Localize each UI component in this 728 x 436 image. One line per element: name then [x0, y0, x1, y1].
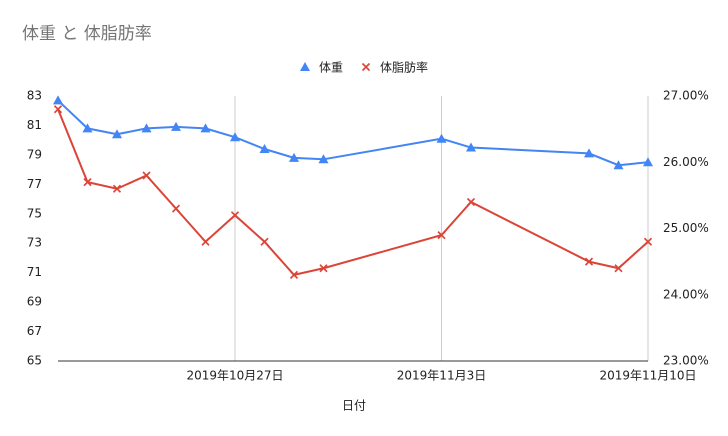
- point: [53, 95, 63, 105]
- y-tick-label: 79: [27, 147, 42, 161]
- y-tick-label: 75: [27, 206, 42, 220]
- point: [289, 152, 299, 162]
- point: [613, 160, 624, 170]
- y-tick-label: 69: [27, 295, 42, 309]
- point: [171, 204, 181, 213]
- point: [141, 123, 152, 133]
- x-tick-label: 2019年10月27日: [186, 369, 283, 383]
- point: [436, 133, 447, 143]
- legend-label: 体重: [319, 61, 343, 75]
- chart-title: 体重 と 体脂肪率: [22, 24, 152, 44]
- y-tick-label: 83: [27, 89, 42, 103]
- point: [201, 237, 210, 246]
- point: [319, 264, 328, 273]
- point: [584, 257, 594, 266]
- point: [171, 121, 181, 131]
- x-axis-label: 日付: [342, 399, 366, 413]
- legend-marker: [300, 62, 310, 71]
- point: [318, 154, 329, 164]
- point: [53, 105, 63, 114]
- x-tick-label: 2019年11月3日: [397, 369, 486, 383]
- point: [289, 270, 299, 279]
- point: [260, 237, 269, 246]
- legend-label: 体脂肪率: [380, 60, 428, 75]
- y-tick-label: 71: [27, 265, 42, 279]
- point: [437, 231, 446, 240]
- y2-tick-label: 24.00%: [663, 287, 709, 301]
- point: [259, 144, 270, 153]
- point: [643, 237, 653, 246]
- point: [112, 129, 122, 139]
- legend-marker: [361, 62, 371, 72]
- point: [584, 148, 594, 158]
- point: [82, 123, 93, 133]
- point: [466, 197, 476, 207]
- point: [230, 211, 240, 220]
- y-tick-label: 67: [27, 324, 42, 338]
- y2-tick-label: 27.00%: [663, 89, 709, 103]
- y2-tick-label: 25.00%: [663, 221, 709, 235]
- y-tick-label: 73: [27, 236, 42, 250]
- point: [230, 132, 240, 142]
- point: [200, 123, 211, 133]
- point: [466, 142, 476, 152]
- y-tick-label: 81: [27, 118, 42, 132]
- point: [112, 184, 122, 193]
- point: [142, 171, 151, 180]
- point: [614, 264, 623, 273]
- y2-tick-label: 23.00%: [663, 354, 709, 368]
- point: [643, 157, 653, 167]
- y-tick-label: 77: [27, 177, 42, 191]
- x-tick-label: 2019年11月10日: [599, 369, 696, 383]
- point: [83, 178, 92, 187]
- y-tick-label: 65: [27, 354, 42, 368]
- y2-tick-label: 26.00%: [663, 155, 709, 169]
